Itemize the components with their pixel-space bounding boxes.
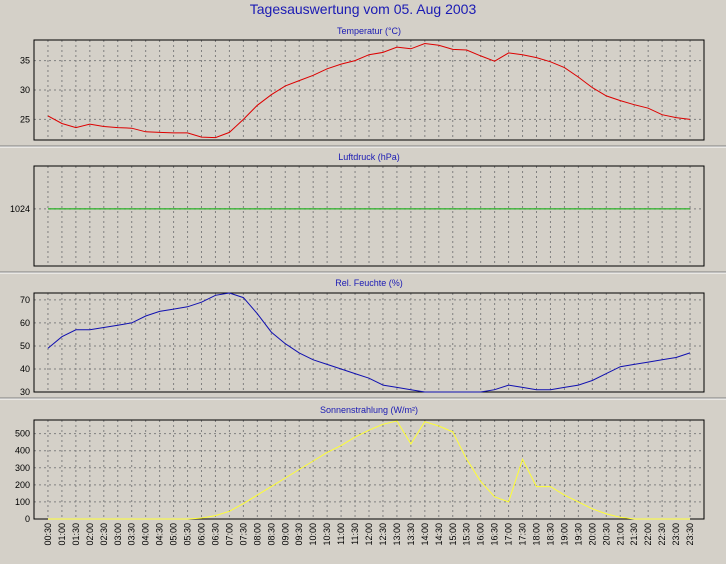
x-tick-label: 13:30 — [406, 523, 416, 546]
y-tick-label: 50 — [20, 341, 30, 351]
x-tick-label: 13:00 — [392, 523, 402, 546]
y-tick-label: 30 — [20, 387, 30, 397]
y-tick-label: 30 — [20, 85, 30, 95]
plot-frame — [33, 39, 705, 141]
x-tick-label: 07:00 — [224, 523, 234, 546]
plot-frame — [33, 419, 705, 520]
x-tick-label: 14:00 — [420, 523, 430, 546]
x-tick-label: 02:00 — [85, 523, 95, 546]
x-tick-label: 16:00 — [476, 523, 486, 546]
series-line — [47, 292, 691, 393]
x-tick-label: 17:00 — [504, 523, 514, 546]
x-tick-label: 12:00 — [364, 523, 374, 546]
panel-title: Luftdruck (hPa) — [338, 152, 400, 162]
x-tick-label: 20:30 — [601, 523, 611, 546]
chart-panel-3: 30 40 50 60 70 Rel. Feuchte (%) — [20, 278, 705, 397]
plot-area — [34, 293, 704, 392]
x-tick-label: 14:30 — [434, 523, 444, 546]
y-tick-label: 100 — [15, 497, 30, 507]
x-tick-label: 04:30 — [155, 523, 165, 546]
x-tick-label: 02:30 — [99, 523, 109, 546]
plot-frame — [33, 292, 705, 393]
chart-panel-1: 25 30 35 Temperatur (°C) — [20, 26, 705, 141]
x-tick-label: 09:30 — [294, 523, 304, 546]
x-tick-label: 08:30 — [266, 523, 276, 546]
y-tick-label: 40 — [20, 364, 30, 374]
x-tick-label: 01:00 — [57, 523, 67, 546]
x-tick-label: 15:30 — [462, 523, 472, 546]
x-tick-label: 22:30 — [657, 523, 667, 546]
y-tick-label: 200 — [15, 480, 30, 490]
x-tick-label: 12:30 — [378, 523, 388, 546]
plot-frame — [33, 165, 705, 267]
x-tick-label: 23:00 — [671, 523, 681, 546]
series-line — [48, 420, 690, 520]
x-tick-label: 05:30 — [183, 523, 193, 546]
x-tick-label: 23:30 — [685, 523, 695, 546]
x-tick-label: 08:00 — [252, 523, 262, 546]
y-tick-label: 0 — [25, 514, 30, 524]
chart-panel-4: 0 100 200 300 400 500 Sonnenstrahlung (W/m²) — [15, 405, 705, 524]
x-tick-label: 03:30 — [127, 523, 137, 546]
page-title: Tagesauswertung vom 05. Aug 2003 — [249, 1, 477, 17]
x-tick-label: 17:30 — [518, 523, 528, 546]
y-tick-label: 70 — [20, 295, 30, 305]
x-tick-label: 19:00 — [559, 523, 569, 546]
x-tick-label: 16:30 — [490, 523, 500, 546]
y-tick-label: 300 — [15, 463, 30, 473]
y-tick-label: 1024 — [10, 204, 30, 214]
x-tick-label: 11:00 — [336, 523, 346, 545]
x-tick-label: 10:30 — [322, 523, 332, 546]
x-tick-label: 18:30 — [545, 523, 555, 546]
x-tick-label: 09:00 — [280, 523, 290, 546]
panel-title: Rel. Feuchte (%) — [335, 278, 403, 288]
y-tick-label: 25 — [20, 114, 30, 124]
x-tick-label: 15:00 — [448, 523, 458, 546]
x-tick-label: 07:30 — [238, 523, 248, 546]
panel-title: Sonnenstrahlung (W/m²) — [320, 405, 418, 415]
y-tick-label: 500 — [15, 429, 30, 439]
x-tick-label: 06:30 — [210, 523, 220, 546]
x-tick-label: 10:00 — [308, 523, 318, 546]
x-tick-label: 20:00 — [587, 523, 597, 546]
x-tick-label: 22:00 — [643, 523, 653, 546]
panel-title: Temperatur (°C) — [337, 26, 401, 36]
x-tick-label: 18:00 — [532, 523, 542, 546]
plot-area — [34, 420, 704, 519]
y-tick-label: 35 — [20, 56, 30, 66]
y-tick-label: 400 — [15, 446, 30, 456]
x-tick-label: 19:30 — [573, 523, 583, 546]
y-tick-label: 60 — [20, 318, 30, 328]
series-line — [47, 42, 691, 139]
x-tick-label: 00:30 — [43, 523, 53, 546]
x-tick-label: 11:30 — [350, 523, 360, 545]
x-tick-label: 06:00 — [197, 523, 207, 546]
x-tick-label: 04:00 — [141, 523, 151, 546]
x-tick-label: 21:00 — [615, 523, 625, 546]
x-tick-label: 03:00 — [113, 523, 123, 546]
x-tick-label: 01:30 — [71, 523, 81, 546]
x-tick-label: 21:30 — [629, 523, 639, 546]
x-tick-label: 05:00 — [169, 523, 179, 546]
chart-panel-2: 1024 Luftdruck (hPa) — [10, 152, 705, 267]
